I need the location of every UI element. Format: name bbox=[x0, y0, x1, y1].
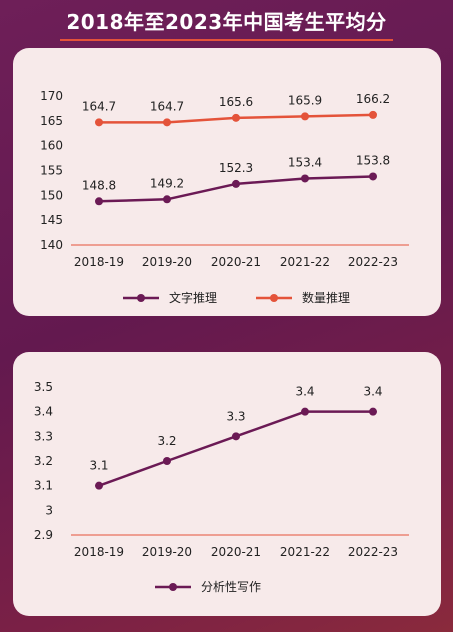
data-label: 3.4 bbox=[363, 385, 382, 399]
y-tick-label: 165 bbox=[40, 114, 63, 128]
data-point bbox=[163, 195, 171, 204]
data-label: 3.1 bbox=[89, 459, 108, 473]
y-tick-label: 3.3 bbox=[34, 429, 53, 443]
y-tick-label: 170 bbox=[40, 89, 63, 103]
x-tick-label: 2022-23 bbox=[348, 545, 398, 559]
legend-marker bbox=[270, 294, 278, 302]
data-point bbox=[301, 407, 309, 416]
data-point bbox=[369, 407, 377, 416]
data-point bbox=[369, 110, 377, 119]
x-tick-label: 2022-23 bbox=[348, 255, 398, 269]
chart-1-svg: 140 145 150 155 160 165 170 2018-19 2019-20 2020-… bbox=[40, 89, 409, 305]
x-tick-label: 2018-19 bbox=[74, 255, 124, 269]
x-tick-label: 2019-20 bbox=[142, 255, 192, 269]
legend-marker bbox=[169, 583, 177, 591]
chart-2-svg: 2.9 3 3.1 3.2 3.3 3.4 3.5 2018-19 2019-20 2020-21… bbox=[34, 380, 409, 594]
data-label: 149.2 bbox=[150, 176, 184, 190]
x-tick-label: 2018-19 bbox=[74, 545, 124, 559]
y-tick-label: 3.2 bbox=[34, 454, 53, 468]
data-point bbox=[301, 174, 309, 183]
y-tick-label: 145 bbox=[40, 213, 63, 227]
data-point bbox=[369, 172, 377, 181]
data-label: 166.2 bbox=[356, 92, 390, 106]
data-label: 164.7 bbox=[82, 99, 116, 113]
data-label: 148.8 bbox=[82, 178, 116, 192]
y-tick-label: 2.9 bbox=[34, 528, 53, 542]
y-tick-label: 140 bbox=[40, 238, 63, 252]
data-point bbox=[95, 118, 103, 127]
x-tick-label: 2020-21 bbox=[211, 545, 261, 559]
data-label: 3.2 bbox=[157, 434, 176, 448]
data-point bbox=[163, 118, 171, 127]
legend-marker bbox=[137, 294, 145, 302]
data-label: 3.4 bbox=[295, 385, 314, 399]
chart-panel-1: 140 145 150 155 160 165 170 2018-19 2019-20 2020-… bbox=[13, 48, 441, 316]
y-tick-label: 3.5 bbox=[34, 380, 53, 394]
data-point bbox=[95, 481, 103, 490]
x-tick-label: 2019-20 bbox=[142, 545, 192, 559]
x-tick-label: 2021-22 bbox=[280, 255, 330, 269]
data-label: 153.4 bbox=[288, 155, 322, 169]
data-label: 165.9 bbox=[288, 93, 322, 107]
legend-label: 分析性写作 bbox=[201, 580, 261, 594]
data-point bbox=[232, 432, 240, 441]
data-label: 165.6 bbox=[219, 95, 253, 109]
data-label: 164.7 bbox=[150, 99, 184, 113]
data-point bbox=[232, 179, 240, 188]
y-tick-label: 150 bbox=[40, 188, 63, 202]
y-tick-label: 160 bbox=[40, 139, 63, 153]
legend-label: 文字推理 bbox=[169, 290, 217, 305]
x-tick-label: 2020-21 bbox=[211, 255, 261, 269]
chart-panel-2: 2.9 3 3.1 3.2 3.3 3.4 3.5 2018-19 2019-20 2020-21… bbox=[13, 352, 441, 616]
y-tick-label: 3.4 bbox=[34, 405, 53, 419]
x-tick-label: 2021-22 bbox=[280, 545, 330, 559]
data-point bbox=[95, 197, 103, 206]
data-label: 152.3 bbox=[219, 161, 253, 175]
data-point bbox=[163, 457, 171, 465]
legend-label: 数量推理 bbox=[302, 290, 350, 305]
data-point bbox=[232, 113, 240, 122]
title-wrap: 2018年至2023年中国考生平均分 bbox=[0, 4, 453, 41]
page-title: 2018年至2023年中国考生平均分 bbox=[60, 4, 393, 41]
y-tick-label: 155 bbox=[40, 164, 63, 178]
data-point bbox=[301, 112, 309, 121]
y-tick-label: 3 bbox=[45, 503, 53, 517]
data-label: 153.8 bbox=[356, 153, 390, 167]
data-label: 3.3 bbox=[226, 409, 245, 423]
y-tick-label: 3.1 bbox=[34, 479, 53, 493]
